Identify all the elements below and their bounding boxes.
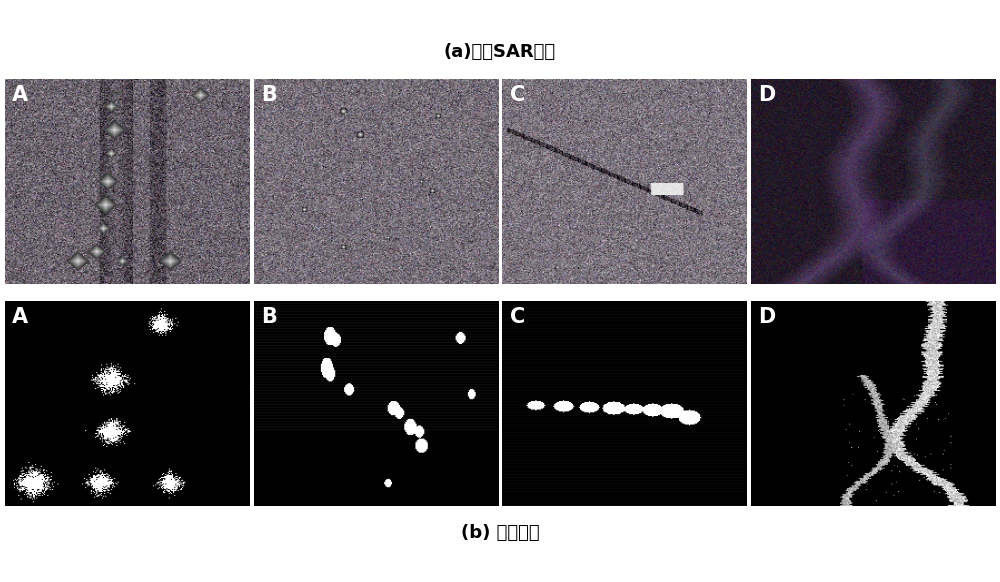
Text: C: C [510,307,525,327]
Text: D: D [758,307,775,327]
Text: B: B [261,85,277,105]
Text: C: C [510,85,525,105]
Text: A: A [12,85,28,105]
Text: D: D [758,85,775,105]
Text: B: B [261,307,277,327]
Text: A: A [12,307,28,327]
Text: (a)原始SAR图像: (a)原始SAR图像 [444,43,556,61]
Text: (b) 分割结果: (b) 分割结果 [461,524,539,542]
